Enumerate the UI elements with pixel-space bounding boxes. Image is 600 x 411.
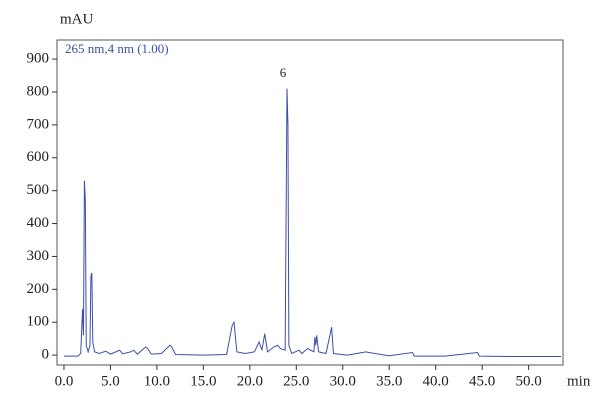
plot-frame <box>56 39 564 366</box>
y-tick-label: 700 <box>27 116 50 132</box>
x-tick-label: 50.0 <box>515 373 541 389</box>
x-tick-label: 40.0 <box>423 373 449 389</box>
annotation: 265 nm,4 nm (1.00) <box>65 41 169 56</box>
x-tick-label: 30.0 <box>330 373 356 389</box>
y-tick-label: 600 <box>27 149 50 165</box>
y-tick-label: 100 <box>27 314 50 330</box>
x-tick-label: 0.0 <box>55 373 74 389</box>
y-tick-label: 0 <box>42 347 50 363</box>
y-tick-label: 800 <box>27 83 50 99</box>
y-tick-label: 200 <box>27 281 50 297</box>
y-tick-label: 400 <box>27 215 50 231</box>
x-tick-label: 15.0 <box>190 373 216 389</box>
y-tick-label: 500 <box>27 182 50 198</box>
x-tick-label: 25.0 <box>283 373 309 389</box>
x-tick-label: 35.0 <box>376 373 402 389</box>
x-axis-label: min <box>567 373 591 389</box>
y-tick-label: 300 <box>27 248 50 264</box>
chromatogram-line <box>63 88 562 357</box>
x-tick-label: 10.0 <box>144 373 170 389</box>
y-axis-label: mAU <box>60 11 94 27</box>
x-tick-label: 45.0 <box>469 373 495 389</box>
x-tick-label: 5.0 <box>101 373 120 389</box>
peak-label: 6 <box>280 65 287 80</box>
x-tick-label: 20.0 <box>237 373 263 389</box>
y-tick-label: 900 <box>27 51 50 67</box>
